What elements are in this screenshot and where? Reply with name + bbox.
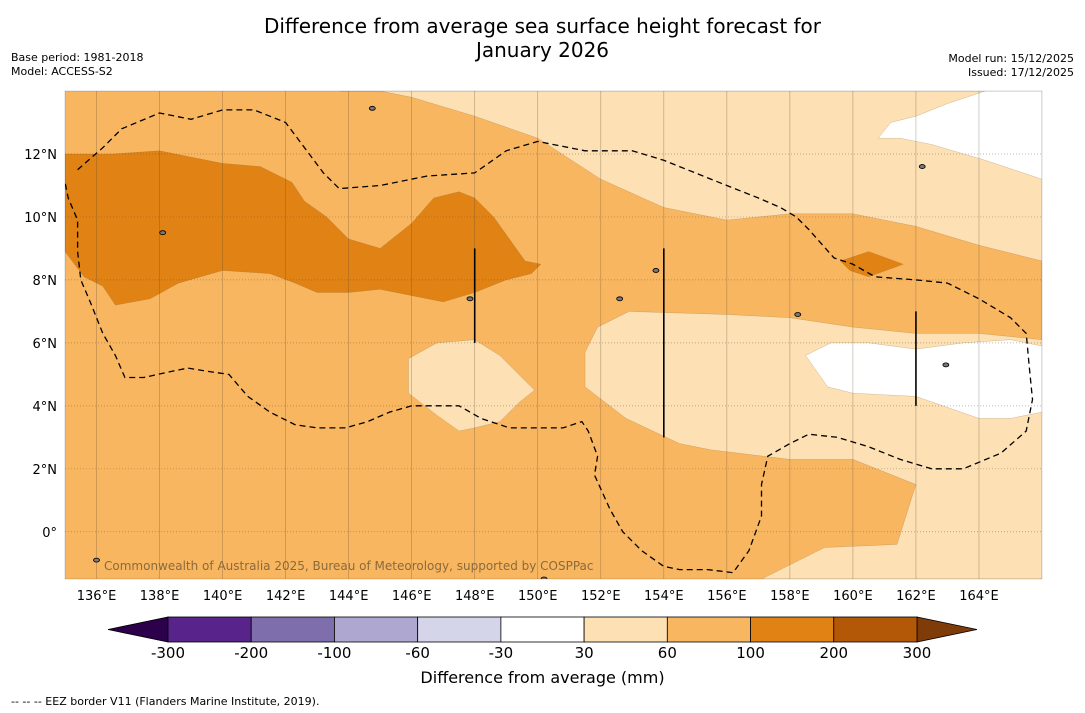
issued-date: Issued: 17/12/2025 <box>967 66 1074 79</box>
model-run: Model run: 15/12/2025 <box>948 52 1074 65</box>
y-tick-label: 6°N <box>33 337 58 352</box>
colorbar-swatch-3 <box>417 616 502 643</box>
chart-title: Difference from average sea surface heig… <box>0 14 1085 62</box>
x-tick-label: 144°E <box>329 589 369 604</box>
island <box>159 230 167 236</box>
colorbar-swatch-0 <box>167 616 252 643</box>
x-tick-label: 140°E <box>203 589 243 604</box>
island <box>540 576 548 579</box>
x-tick-label: 152°E <box>581 589 621 604</box>
contour-region-0 <box>339 91 1042 579</box>
colorbar-tick-label: 300 <box>903 644 932 662</box>
y-tick-label: 0° <box>42 526 57 541</box>
island <box>616 296 624 302</box>
meta-left: Base period: 1981-2018 Model: ACCESS-S2 <box>11 51 143 79</box>
x-tick-label: 150°E <box>518 589 558 604</box>
contour-region-2 <box>877 91 1042 180</box>
island <box>93 557 100 563</box>
model-name: Model: ACCESS-S2 <box>11 65 113 78</box>
colorbar-swatch-1 <box>250 616 335 643</box>
island <box>794 312 802 317</box>
y-tick-label: 10°N <box>24 211 57 226</box>
x-tick-label: 162°E <box>896 589 936 604</box>
colorbar-tick-label: 30 <box>575 644 594 662</box>
x-tick-label: 154°E <box>644 589 684 604</box>
y-tick-label: 2°N <box>33 463 58 478</box>
contour-region-3 <box>805 339 1042 419</box>
island <box>652 268 660 273</box>
x-tick-label: 146°E <box>392 589 432 604</box>
colorbar-tick-label: 100 <box>736 644 765 662</box>
x-tick-label: 148°E <box>455 589 495 604</box>
x-tick-label: 156°E <box>707 589 747 604</box>
x-tick-label: 160°E <box>833 589 873 604</box>
island <box>918 164 926 169</box>
colorbar-swatch-8 <box>833 616 918 643</box>
chart-title-line-2: January 2026 <box>475 38 610 62</box>
colorbar-swatch-7 <box>750 616 835 643</box>
colorbar-tick-label: -100 <box>317 644 351 662</box>
colorbar-tick-label: -300 <box>151 644 185 662</box>
contour-region-4 <box>65 150 542 306</box>
x-tick-label: 164°E <box>959 589 999 604</box>
colorbar-title: Difference from average (mm) <box>420 668 665 687</box>
x-tick-label: 158°E <box>770 589 810 604</box>
y-tick-label: 8°N <box>33 274 58 289</box>
map-frame <box>64 90 1043 580</box>
colorbar-swatch-5 <box>583 616 668 643</box>
colorbar-extend-low <box>107 616 169 643</box>
colorbar-tick-label: -60 <box>405 644 430 662</box>
colorbar-swatch-2 <box>334 616 419 643</box>
island <box>466 296 474 302</box>
island <box>401 51 407 55</box>
x-tick-label: 138°E <box>140 589 180 604</box>
chart-title-line-1: Difference from average sea surface heig… <box>263 14 822 38</box>
island <box>942 362 950 368</box>
eez-border-0 <box>65 109 1034 574</box>
colorbar-extend-high <box>916 616 978 643</box>
colorbar-tick-label: -30 <box>489 644 514 662</box>
colorbar-tick-label: 60 <box>658 644 677 662</box>
island <box>368 105 376 111</box>
meta-right: Model run: 15/12/2025 Issued: 17/12/2025 <box>948 52 1074 80</box>
y-tick-label: 4°N <box>33 400 58 415</box>
colorbar-swatch-4 <box>500 616 585 643</box>
x-tick-label: 136°E <box>77 589 117 604</box>
contour-region-5 <box>839 251 904 278</box>
colorbar-swatch-6 <box>666 616 751 643</box>
colorbar-tick-label: -200 <box>234 644 268 662</box>
y-tick-label: 12°N <box>24 148 57 163</box>
copyright-watermark: Commonwealth of Australia 2025, Bureau o… <box>104 559 594 573</box>
colorbar-tick-label: 200 <box>819 644 848 662</box>
x-tick-label: 142°E <box>266 589 306 604</box>
eez-footnote: -- -- -- EEZ border V11 (Flanders Marine… <box>11 695 320 708</box>
base-period: Base period: 1981-2018 <box>11 51 144 64</box>
